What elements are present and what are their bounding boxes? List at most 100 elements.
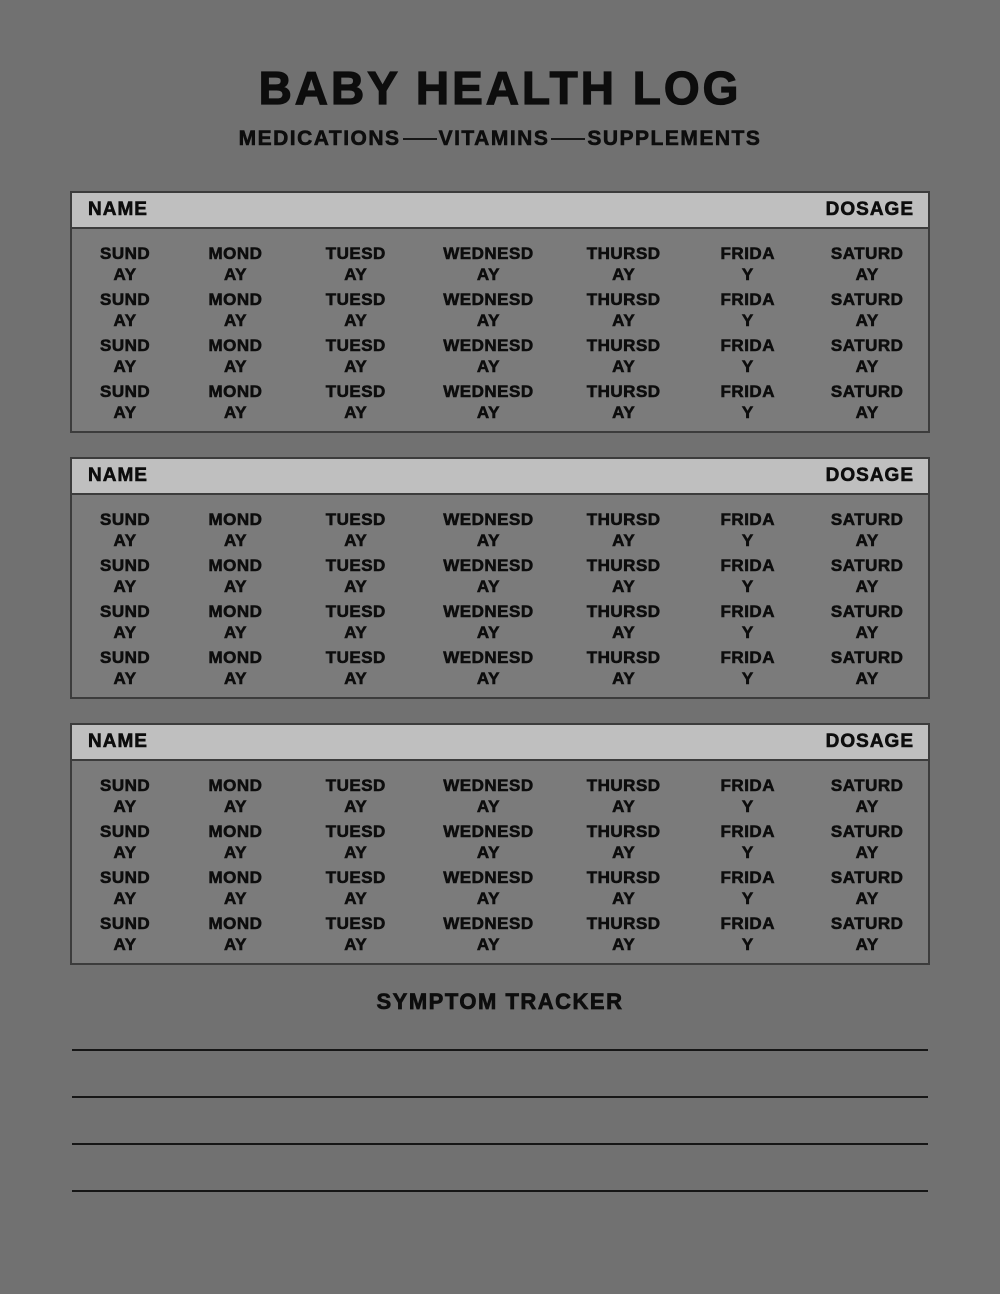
day-label-line: SUND — [99, 602, 151, 622]
day-label-line: AY — [344, 357, 368, 377]
day-label-line: WEDNESD — [443, 556, 534, 576]
day-label-line: WEDNESD — [443, 244, 534, 264]
day-cell-saturday: SATURD AY — [806, 381, 928, 423]
day-cell-saturday: SATURD AY — [806, 555, 928, 597]
day-label-line: AY — [344, 935, 368, 955]
day-label-line: FRIDA — [720, 822, 775, 842]
day-cell-sunday: SUND AY — [72, 509, 178, 551]
table-body: SUND AY MOND AY TUESD AY WEDNESD AY THURSD AY FRID… — [72, 495, 928, 698]
day-cell-sunday: SUND AY — [72, 289, 178, 331]
day-row: SUND AY MOND AY TUESD AY WEDNESD AY THURSD AY FRID… — [72, 599, 928, 645]
day-label-line: THURSD — [586, 510, 661, 530]
day-label-line: AY — [223, 357, 248, 377]
day-cell-thursday: THURSD AY — [558, 509, 689, 551]
day-cell-wednesday: WEDNESD AY — [419, 289, 559, 331]
day-cell-monday: MOND AY — [178, 555, 293, 597]
day-label-line: AY — [855, 669, 879, 689]
day-cell-monday: MOND AY — [178, 775, 293, 817]
day-label-line: AY — [223, 797, 248, 817]
day-label-line: SATURD — [830, 648, 904, 668]
day-label-line: AY — [344, 311, 368, 331]
day-label-line: THURSD — [586, 822, 661, 842]
day-label-line: AY — [223, 577, 248, 597]
day-label-line: TUESD — [325, 822, 386, 842]
table-header-bar: NAME DOSAGE — [72, 459, 928, 496]
day-cell-friday: FRIDA Y — [689, 867, 806, 909]
day-label-line: SUND — [99, 290, 151, 310]
day-row: SUND AY MOND AY TUESD AY WEDNESD AY THURSD AY FRID… — [72, 287, 928, 333]
day-cell-saturday: SATURD AY — [806, 775, 928, 817]
day-label-line: SATURD — [830, 776, 904, 796]
day-label-line: SATURD — [830, 290, 904, 310]
day-label-line: TUESD — [325, 510, 386, 530]
day-label-line: FRIDA — [720, 914, 775, 934]
day-label-line: AY — [344, 623, 368, 643]
day-label-line: Y — [741, 889, 754, 909]
day-label-line: TUESD — [325, 868, 386, 888]
day-label-line: AY — [113, 669, 137, 689]
day-label-line: Y — [741, 797, 754, 817]
day-label-line: AY — [476, 935, 500, 955]
day-label-line: THURSD — [586, 776, 661, 796]
day-row: SUND AY MOND AY TUESD AY WEDNESD AY THURSD AY FRID… — [72, 865, 928, 911]
day-cell-saturday: SATURD AY — [806, 821, 928, 863]
day-label-line: Y — [741, 577, 754, 597]
day-label-line: AY — [223, 531, 248, 551]
writing-line — [72, 1096, 928, 1099]
day-cell-sunday: SUND AY — [72, 913, 178, 955]
day-row: SUND AY MOND AY TUESD AY WEDNESD AY THURSD AY FRID… — [72, 507, 928, 553]
day-cell-sunday: SUND AY — [72, 647, 178, 689]
day-cell-friday: FRIDA Y — [689, 647, 806, 689]
day-cell-monday: MOND AY — [178, 335, 293, 377]
day-cell-tuesday: TUESD AY — [293, 381, 419, 423]
day-label-line: AY — [855, 623, 879, 643]
subtitle-word-medications: MEDICATIONS — [238, 127, 401, 151]
table-body: SUND AY MOND AY TUESD AY WEDNESD AY THURSD AY FRID… — [72, 761, 928, 964]
day-cell-monday: MOND AY — [178, 867, 293, 909]
day-label-line: AY — [344, 531, 368, 551]
day-label-line: SUND — [99, 868, 151, 888]
day-cell-tuesday: TUESD AY — [293, 775, 419, 817]
day-label-line: TUESD — [325, 244, 386, 264]
day-label-line: SUND — [99, 382, 151, 402]
day-cell-tuesday: TUESD AY — [293, 555, 419, 597]
day-label-line: AY — [476, 889, 500, 909]
day-label-line: AY — [113, 265, 137, 285]
day-label-line: TUESD — [325, 336, 386, 356]
day-label-line: AY — [223, 843, 248, 863]
day-label-line: MOND — [208, 556, 263, 576]
day-cell-monday: MOND AY — [178, 509, 293, 551]
day-label-line: WEDNESD — [443, 914, 534, 934]
day-cell-sunday: SUND AY — [72, 243, 178, 285]
day-label-line: Y — [741, 403, 754, 423]
day-cell-wednesday: WEDNESD AY — [419, 243, 559, 285]
medication-table-1: NAME DOSAGE SUND AY MOND AY TUESD AY WEDNESD AY TH… — [70, 191, 930, 434]
day-cell-friday: FRIDA Y — [689, 509, 806, 551]
day-label-line: AY — [113, 797, 137, 817]
day-label-line: AY — [612, 311, 636, 331]
table-header-bar: NAME DOSAGE — [72, 193, 928, 230]
subtitle-word-supplements: SUPPLEMENTS — [587, 127, 762, 151]
day-cell-friday: FRIDA Y — [689, 913, 806, 955]
day-label-line: FRIDA — [720, 336, 775, 356]
day-label-line: AY — [612, 265, 636, 285]
day-row: SUND AY MOND AY TUESD AY WEDNESD AY THURSD AY FRID… — [72, 241, 928, 287]
day-row: SUND AY MOND AY TUESD AY WEDNESD AY THURSD AY FRID… — [72, 773, 928, 819]
day-label-line: AY — [855, 577, 879, 597]
day-cell-monday: MOND AY — [178, 647, 293, 689]
day-label-line: Y — [741, 311, 754, 331]
day-cell-tuesday: TUESD AY — [293, 243, 419, 285]
day-label-line: Y — [741, 357, 754, 377]
day-label-line: MOND — [208, 914, 263, 934]
day-cell-tuesday: TUESD AY — [293, 913, 419, 955]
day-cell-tuesday: TUESD AY — [293, 867, 419, 909]
day-label-line: AY — [476, 797, 500, 817]
writing-line — [72, 1190, 928, 1193]
day-cell-monday: MOND AY — [178, 821, 293, 863]
day-label-line: FRIDA — [720, 382, 775, 402]
day-cell-friday: FRIDA Y — [689, 381, 806, 423]
day-label-line: TUESD — [325, 648, 386, 668]
day-cell-saturday: SATURD AY — [806, 867, 928, 909]
day-label-line: TUESD — [325, 382, 386, 402]
